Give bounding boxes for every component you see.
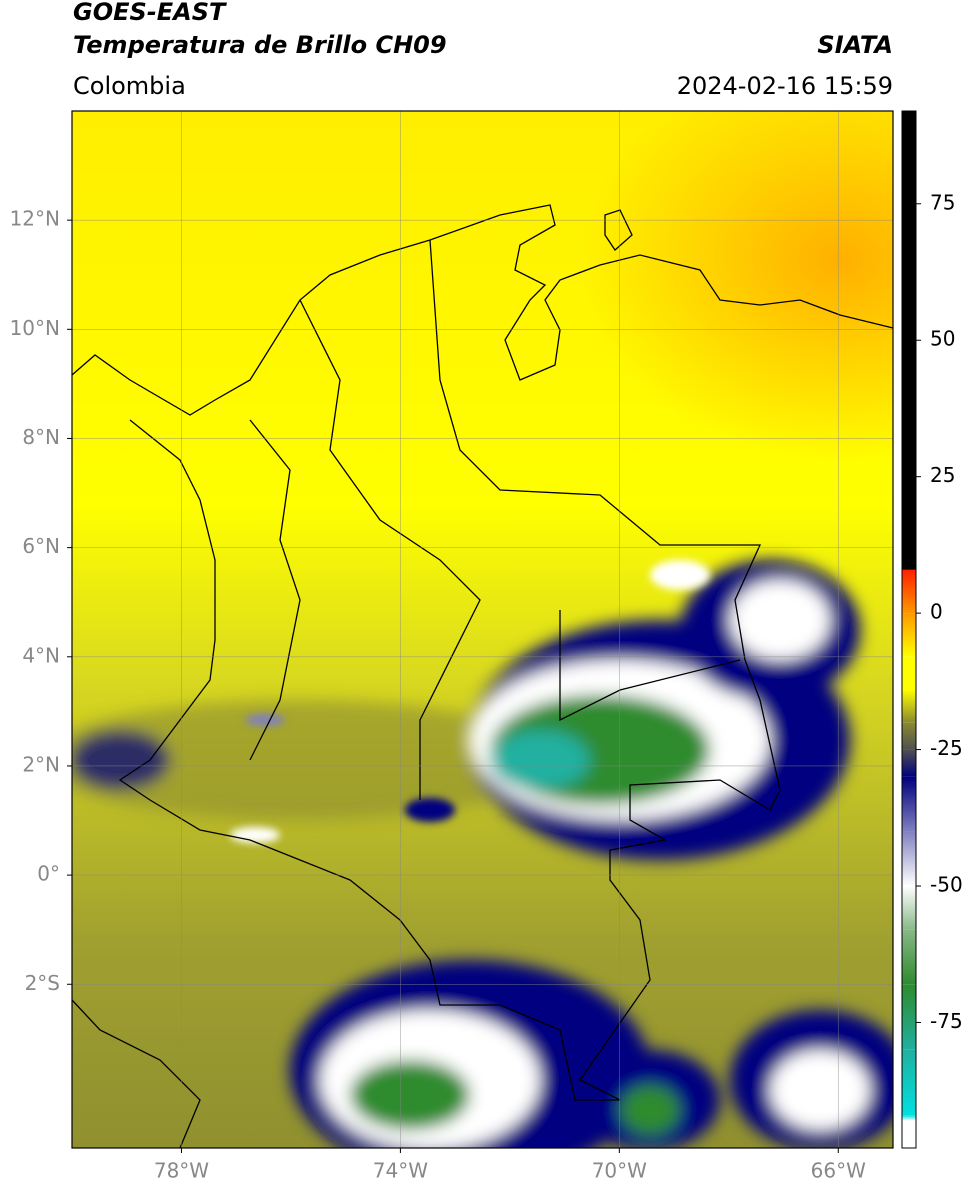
colorbar-segment: [902, 1115, 916, 1121]
colorbar-segment: [902, 689, 916, 723]
colorbar-tick-label: -50: [930, 873, 963, 897]
colorbar: [902, 111, 916, 1148]
x-tick-label: 78°W: [154, 1159, 209, 1183]
colorbar-segment: [902, 1120, 916, 1148]
x-tick-label: 70°W: [592, 1159, 647, 1183]
y-tick-label: 12°N: [10, 207, 60, 231]
region: Colombia: [73, 72, 186, 100]
colorbar-segment: [902, 570, 916, 614]
colorbar-segment: [902, 111, 916, 570]
x-tick-label: 74°W: [373, 1159, 428, 1183]
map-frame: [71, 110, 894, 1149]
colorbar-segment: [902, 656, 916, 690]
x-tick-label: 66°W: [811, 1159, 866, 1183]
colorbar-segment: [902, 722, 916, 750]
y-tick-label: 6°N: [22, 534, 60, 558]
colorbar-tick-label: -75: [930, 1009, 963, 1033]
y-tick-label: 8°N: [22, 425, 60, 449]
colorbar-tick-label: 25: [930, 463, 955, 487]
title: GOES-EAST: [73, 0, 227, 26]
source: SIATA: [817, 31, 893, 59]
colorbar-segment: [902, 613, 916, 657]
colorbar-segment: [902, 984, 916, 1050]
colorbar-frame: [901, 110, 917, 1149]
y-tick-label: 0°: [37, 862, 60, 886]
colorbar-segment: [902, 776, 916, 832]
datetime: 2024-02-16 15:59: [677, 72, 893, 100]
satellite-image: [72, 111, 893, 1148]
colorbar-segment: [902, 886, 916, 930]
colorbar-segment: [902, 1049, 916, 1116]
colorbar-segment: [902, 569, 916, 571]
y-tick-label: 10°N: [10, 316, 60, 340]
colorbar-tick-label: 50: [930, 327, 955, 351]
colorbar-tick-label: 75: [930, 190, 955, 214]
colorbar-tick-label: 0: [930, 600, 943, 624]
colorbar-tick-label: -25: [930, 736, 963, 760]
graticule: [72, 111, 893, 1148]
y-tick-label: 2°S: [25, 971, 60, 995]
y-tick-label: 2°N: [22, 752, 60, 776]
colorbar-segment: [902, 749, 916, 777]
colorbar-segment: [902, 831, 916, 887]
y-tick-label: 4°N: [22, 643, 60, 667]
colorbar-segment: [902, 929, 916, 985]
subtitle: Temperatura de Brillo CH09: [73, 31, 447, 59]
